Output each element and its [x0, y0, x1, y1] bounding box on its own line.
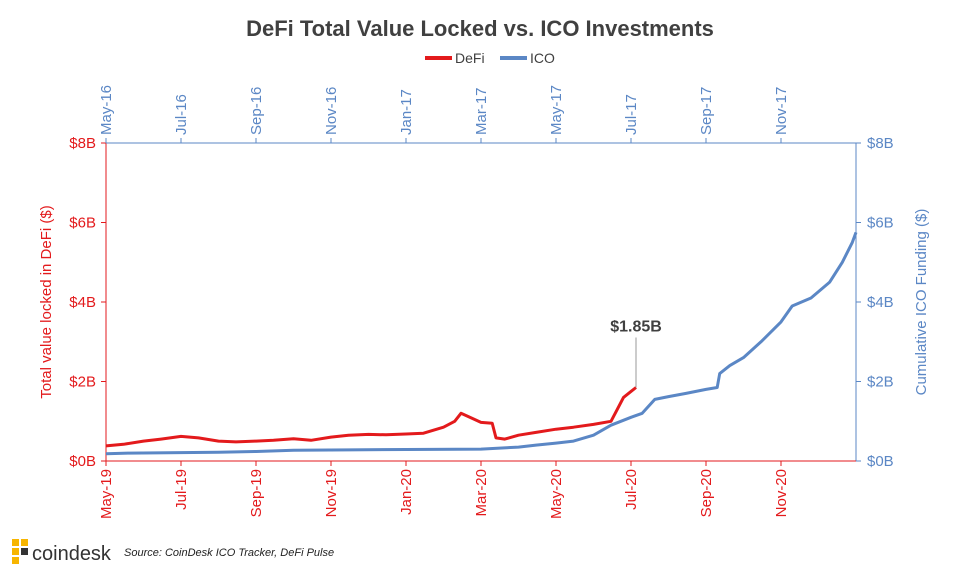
top-tick-label: Sep-16	[248, 87, 265, 135]
bottom-tick-label: May-19	[98, 469, 115, 519]
legend: DeFi ICO	[425, 50, 555, 66]
bottom-tick-label: Jan-20	[398, 469, 415, 515]
right-tick-label: $2B	[867, 374, 894, 391]
bottom-tick-label: Mar-20	[473, 469, 490, 517]
y-left-label: Total value locked in DeFi ($)	[38, 205, 55, 398]
left-tick-label: $4B	[69, 294, 96, 311]
top-tick-label: Jul-16	[173, 94, 190, 135]
plot-frame	[105, 142, 857, 462]
legend-defi-label: DeFi	[455, 50, 485, 66]
right-tick-label: $6B	[867, 215, 894, 232]
legend-ico-label: ICO	[530, 50, 555, 66]
top-tick-label: May-17	[548, 85, 565, 135]
bottom-tick-label: Jul-19	[173, 469, 190, 510]
bottom-tick-label: May-20	[548, 469, 565, 519]
bottom-axis-ticks: May-19 Jul-19 Sep-19 Nov-19 Jan-20 Mar-20 May-…	[98, 461, 790, 519]
left-axis-ticks: $0B $2B $4B $6B $8B	[69, 135, 106, 470]
bottom-tick-label: Nov-19	[323, 469, 340, 517]
source-note: Source: CoinDesk ICO Tracker, DeFi Pulse	[124, 547, 334, 559]
right-tick-label: $8B	[867, 135, 894, 152]
top-tick-label: Nov-17	[773, 87, 790, 135]
top-tick-label: Jan-17	[398, 89, 415, 135]
coindesk-logo: coindesk	[12, 539, 112, 565]
right-tick-label: $4B	[867, 294, 894, 311]
top-tick-label: Sep-17	[698, 87, 715, 135]
bottom-tick-label: Sep-19	[248, 469, 265, 517]
coindesk-logo-text: coindesk	[32, 543, 112, 565]
left-tick-label: $6B	[69, 215, 96, 232]
annotation-defi-peak: $1.85B	[610, 318, 662, 335]
left-tick-label: $2B	[69, 374, 96, 391]
top-tick-label: May-16	[98, 85, 115, 135]
bottom-tick-label: Sep-20	[698, 469, 715, 517]
bottom-tick-label: Nov-20	[773, 469, 790, 517]
top-tick-label: Nov-16	[323, 87, 340, 135]
bottom-tick-label: Jul-20	[623, 469, 640, 510]
left-tick-label: $0B	[69, 453, 96, 470]
series-line-ico	[105, 231, 858, 456]
coindesk-logo-mark	[12, 539, 28, 564]
right-axis-ticks: $0B $2B $4B $6B $8B	[856, 135, 894, 470]
top-tick-label: Mar-17	[473, 87, 490, 135]
y-right-label: Cumulative ICO Funding ($)	[913, 209, 930, 396]
top-axis-ticks: May-16 Jul-16 Sep-16 Nov-16 Jan-17 Mar-17 May-…	[98, 85, 790, 143]
left-tick-label: $8B	[69, 135, 96, 152]
series-line-defi	[105, 386, 637, 448]
chart-title: DeFi Total Value Locked vs. ICO Investme…	[246, 16, 714, 41]
right-tick-label: $0B	[867, 453, 894, 470]
top-tick-label: Jul-17	[623, 94, 640, 135]
